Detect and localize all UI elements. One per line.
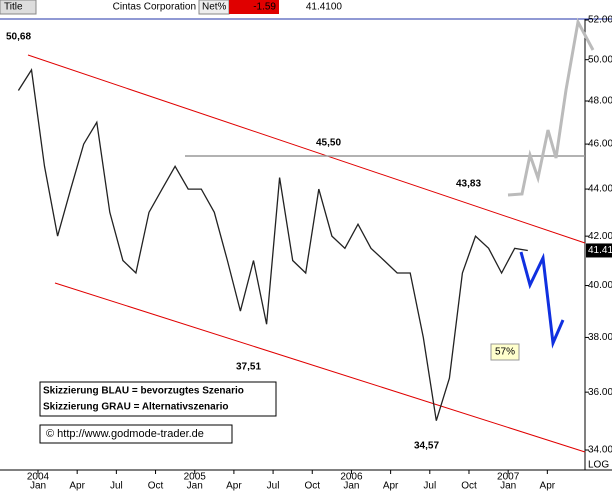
header-title-label: Title <box>4 2 23 13</box>
x-tick-label: Jan <box>187 481 203 492</box>
x-tick-label: Jan <box>30 481 46 492</box>
y-tick-label: 46.0000 <box>588 139 612 150</box>
x-tick-label: Oct <box>461 481 477 492</box>
last-price-box <box>586 243 612 258</box>
chart-title: Cintas Corporation <box>113 2 196 13</box>
header-last: 41.4100 <box>306 2 343 13</box>
legend-box <box>39 381 277 417</box>
x-tick-label: Jan <box>500 481 516 492</box>
annotation: 50,68 <box>6 32 31 43</box>
source-box <box>39 424 233 444</box>
source: © http://www.godmode-trader.de <box>46 428 204 440</box>
annotation: 57% <box>495 347 515 358</box>
x-year-label: 2006 <box>340 472 363 483</box>
x-tick-label: Jan <box>343 481 359 492</box>
last-price-label: 41.4100 <box>588 245 612 256</box>
annotation: 43,83 <box>456 179 481 190</box>
channel-line <box>54 282 586 453</box>
x-tick-label: Jul <box>423 481 436 492</box>
x-tick-label: Jul <box>267 481 280 492</box>
x-tick-label: Oct <box>148 481 164 492</box>
annotation-box <box>490 343 520 361</box>
legend-text: Skizzierung BLAU = bevorzugtes Szenario <box>43 386 244 397</box>
y-tick-label: 40.0000 <box>588 280 612 291</box>
header-net-label: Net% <box>202 2 227 13</box>
y-tick-label: 36.0000 <box>588 387 612 398</box>
y-tick-label: 44.0000 <box>588 184 612 195</box>
axis-label: LOG <box>588 460 609 471</box>
channel-line <box>27 54 586 244</box>
y-tick-label: 38.0000 <box>588 332 612 343</box>
legend-text: Skizzierung GRAU = Alternativszenario <box>43 402 229 413</box>
y-tick-label: 52.0000 <box>588 15 612 26</box>
x-year-label: 2005 <box>184 472 207 483</box>
annotation: 45,50 <box>316 138 341 149</box>
annotation: 34,57 <box>414 441 439 452</box>
scenario-blue <box>519 251 565 349</box>
x-year-label: 2004 <box>27 472 50 483</box>
scenario-gray <box>507 17 595 197</box>
annotation: 37,51 <box>236 362 261 373</box>
y-tick-label: 42.0000 <box>588 231 612 242</box>
header-cell <box>229 0 279 14</box>
x-tick-label: Oct <box>304 481 320 492</box>
y-tick-label: 34.0000 <box>588 445 612 456</box>
header-cell <box>0 0 37 15</box>
x-tick-label: Apr <box>69 481 85 492</box>
header-net-value: -1.59 <box>253 2 276 13</box>
x-tick-label: Apr <box>540 481 556 492</box>
x-tick-label: Apr <box>383 481 399 492</box>
price-line <box>17 68 528 421</box>
y-tick-label: 50.0000 <box>588 54 612 65</box>
x-tick-label: Apr <box>226 481 242 492</box>
x-tick-label: Jul <box>110 481 123 492</box>
y-tick-label: 48.0000 <box>588 96 612 107</box>
x-year-label: 2007 <box>497 472 520 483</box>
plot <box>17 68 528 421</box>
